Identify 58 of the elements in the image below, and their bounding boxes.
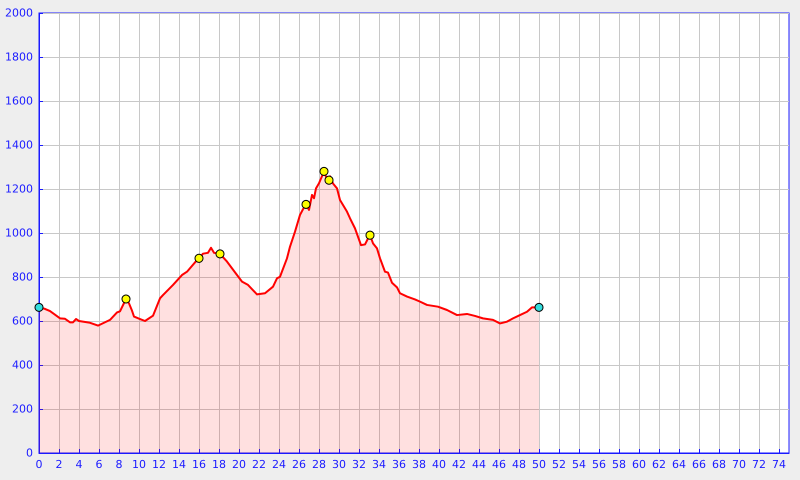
y-tick-label: 800 <box>12 270 33 284</box>
x-tick-label: 26 <box>292 458 306 471</box>
x-tick-label: 18 <box>212 458 226 471</box>
x-tick-label: 30 <box>332 458 346 471</box>
point <box>324 176 334 185</box>
x-tick-label: 70 <box>732 458 746 471</box>
x-tick-label: 0 <box>36 458 42 471</box>
x-tick-label: 46 <box>492 458 506 471</box>
x-tick-label: 62 <box>652 458 666 471</box>
x-tick-label: 20 <box>232 458 246 471</box>
point <box>34 302 44 312</box>
point <box>216 249 224 258</box>
x-tick-label: 8 <box>116 458 122 471</box>
point <box>366 230 374 240</box>
x-tick-label: 56 <box>592 458 606 471</box>
x-tick-label: 42 <box>452 458 466 471</box>
x-tick-label: 24 <box>272 458 286 471</box>
x-tick-label: 12 <box>152 458 166 471</box>
x-tick-label: 44 <box>472 458 486 471</box>
y-tick-label: 400 <box>12 358 33 372</box>
x-tick-label: 58 <box>612 458 626 471</box>
x-tick-label: 4 <box>76 458 82 471</box>
x-tick-label: 48 <box>512 458 526 471</box>
point <box>194 254 204 263</box>
x-tick-label: 22 <box>252 458 266 471</box>
y-tick-label: 600 <box>12 314 33 328</box>
y-tick-label: 1400 <box>5 138 33 152</box>
x-tick-label: 34 <box>372 458 386 471</box>
x-tick-label: 54 <box>572 458 586 471</box>
x-tick-label: 6 <box>96 458 102 471</box>
x-tick-label: 52 <box>552 458 566 471</box>
x-tick-label: 38 <box>412 458 426 471</box>
x-tick-label: 66 <box>692 458 706 471</box>
point <box>534 302 544 312</box>
y-tick-label: 1800 <box>5 50 33 64</box>
point <box>122 294 130 304</box>
x-tick-label: 72 <box>752 458 766 471</box>
y-tick-label: 2000 <box>5 6 33 20</box>
x-tick-label: 50 <box>532 458 546 471</box>
y-tick-label: 1200 <box>5 182 33 196</box>
x-tick-label: 40 <box>432 458 446 471</box>
y-tick-label: 1000 <box>5 226 33 240</box>
x-tick-label: 74 <box>772 458 786 471</box>
y-tick-label: 200 <box>12 402 33 416</box>
x-tick-label: 14 <box>172 458 186 471</box>
x-tick-label: 2 <box>56 458 62 471</box>
x-tick-label: 60 <box>632 458 646 471</box>
y-tick-label: 1600 <box>5 94 33 108</box>
point <box>302 200 310 209</box>
x-tick-label: 28 <box>312 458 326 471</box>
x-tick-label: 64 <box>672 458 686 471</box>
y-tick-label: 0 <box>26 446 33 460</box>
x-tick-label: 10 <box>132 458 146 471</box>
x-tick-label: 36 <box>392 458 406 471</box>
x-tick-label: 68 <box>712 458 726 471</box>
point <box>320 166 328 176</box>
x-tick-label: 16 <box>192 458 206 471</box>
x-tick-label: 32 <box>352 458 366 471</box>
